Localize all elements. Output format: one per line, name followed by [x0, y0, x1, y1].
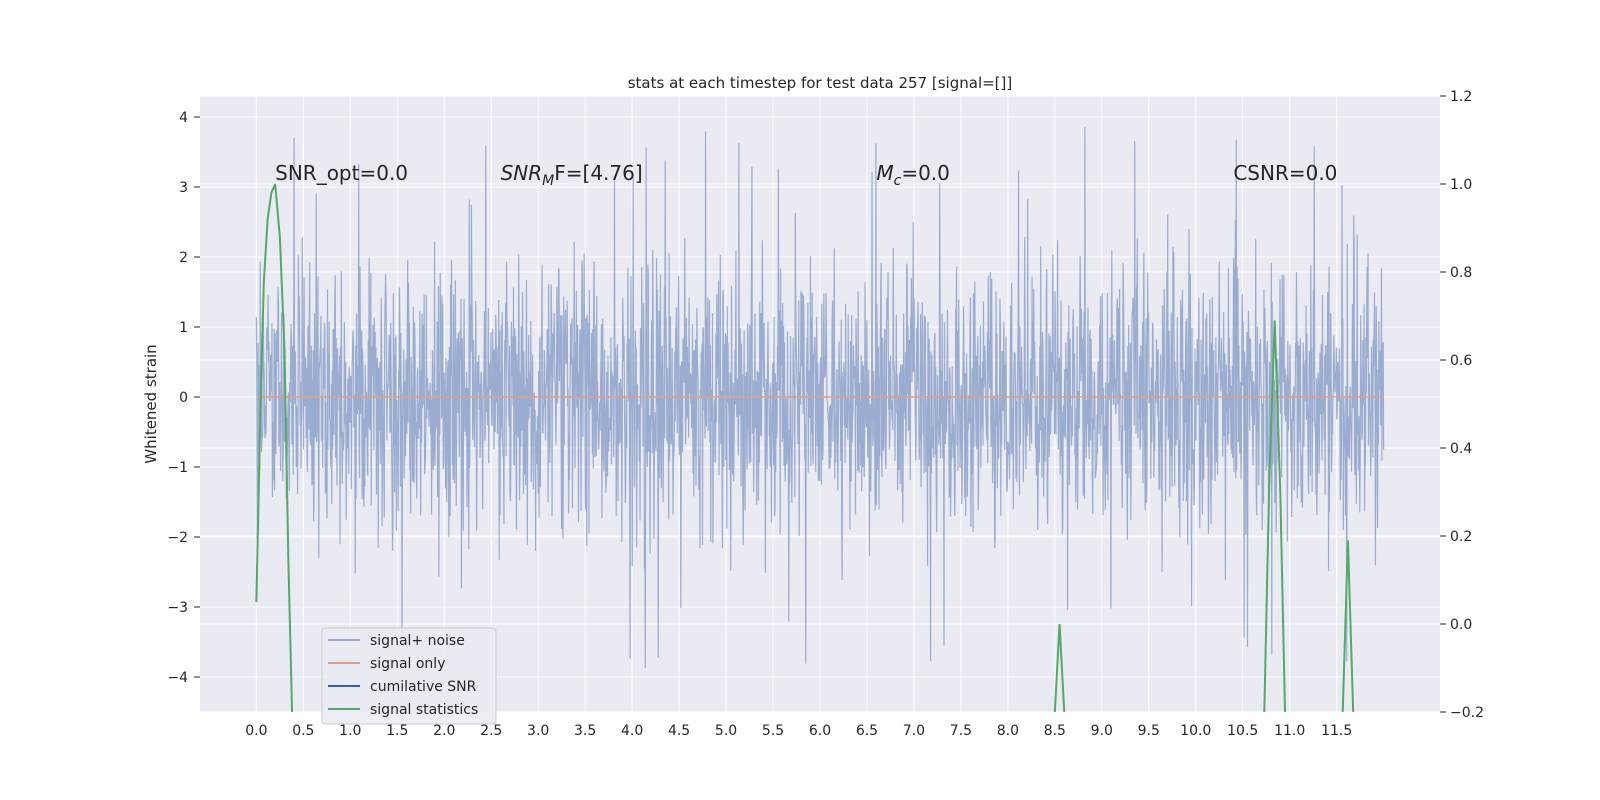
x-tick-label-0: 0.0: [245, 723, 267, 739]
x-tick-label-8: 4.0: [621, 723, 643, 739]
y2-tick-label-5: 0.2: [1450, 529, 1472, 545]
legend-box: [321, 627, 497, 725]
x-tick-label-14: 7.0: [903, 723, 925, 739]
series-signal-statistics: [255, 183, 1355, 712]
x-tick-label-6: 3.0: [527, 723, 549, 739]
y-tick-label-6: −2: [167, 530, 188, 546]
y-tick-label-1: 3: [179, 180, 188, 196]
legend-label-cumilative-snr: cumilative SNR: [370, 679, 477, 695]
x-tick-label-17: 8.5: [1044, 723, 1066, 739]
x-tick-label-12: 6.0: [809, 723, 831, 739]
y-axis-right: 1.2 1.0 0.8 0.6 0.4 0.2 0.0 −0.2: [1440, 89, 1484, 721]
x-tick-label-21: 10.5: [1227, 723, 1258, 739]
annotation-mc-rest: =0.0: [901, 161, 950, 185]
x-tick-label-15: 7.5: [950, 723, 972, 739]
signal-statistics-line: [255, 183, 1355, 712]
x-tick-label-10: 5.0: [715, 723, 737, 739]
y2-tick-label-0: 1.2: [1450, 89, 1472, 105]
y2-tick-label-3: 0.6: [1450, 353, 1472, 369]
x-tick-label-1: 0.5: [292, 723, 314, 739]
legend: signal+ noise signal only cumilative SNR…: [321, 627, 497, 725]
annotation-mc: Mc=0.0: [876, 161, 950, 189]
x-tick-label-23: 11.5: [1321, 723, 1352, 739]
series-signal-noise: [255, 126, 1385, 668]
annotation-snr-mf-main: SNR: [501, 161, 543, 185]
x-tick-label-20: 10.0: [1180, 723, 1211, 739]
annotation-snr-mf: SNRMF=[4.76]: [501, 161, 643, 189]
y2-tick-label-7: −0.2: [1450, 705, 1484, 721]
x-tick-label-3: 1.5: [386, 723, 408, 739]
annotation-mc-main: M: [876, 161, 893, 185]
y2-tick-label-1: 1.0: [1450, 177, 1472, 193]
x-tick-label-2: 1.0: [339, 723, 361, 739]
annotation-mc-sub: c: [894, 173, 902, 189]
y-tick-label-5: −1: [167, 460, 188, 476]
x-tick-label-16: 8.0: [997, 723, 1019, 739]
y-tick-label-2: 2: [179, 250, 188, 266]
x-axis: 0.0 0.5 1.0 1.5 2.0 2.5 3.0 3.5 4.0 4.5 5.0 5.5 6.0 6…: [245, 723, 1352, 739]
x-tick-label-5: 2.5: [480, 723, 502, 739]
x-tick-label-19: 9.5: [1138, 723, 1160, 739]
y2-tick-label-6: 0.0: [1450, 617, 1472, 633]
annotation-snr-opt: SNR_opt=0.0: [275, 161, 408, 185]
legend-label-signal-noise: signal+ noise: [370, 633, 465, 649]
y2-tick-label-2: 0.8: [1450, 265, 1472, 281]
x-tick-label-22: 11.0: [1274, 723, 1305, 739]
annotations: SNR_opt=0.0 SNRMF=[4.76] Mc=0.0 CSNR=0.0: [275, 161, 1337, 189]
x-tick-label-11: 5.5: [762, 723, 784, 739]
x-tick-label-7: 3.5: [574, 723, 596, 739]
y-tick-label-4: 0: [179, 390, 188, 406]
annotation-csnr: CSNR=0.0: [1233, 161, 1337, 185]
chart-title: stats at each timestep for test data 257…: [628, 74, 1013, 92]
signal-noise-line: [255, 126, 1385, 668]
y-tick-label-7: −3: [167, 600, 188, 616]
annotation-snr-mf-sub: M: [542, 173, 554, 189]
x-tick-label-18: 9.0: [1091, 723, 1113, 739]
legend-label-signal-only: signal only: [370, 656, 445, 672]
legend-label-signal-statistics: signal statistics: [370, 702, 478, 718]
y-tick-label-0: 4: [179, 110, 188, 126]
y2-tick-label-4: 0.4: [1450, 441, 1472, 457]
x-tick-label-4: 2.0: [433, 723, 455, 739]
y-axis-label: Whitened strain: [142, 344, 160, 463]
y-tick-label-8: −4: [167, 670, 188, 686]
x-tick-label-13: 6.5: [856, 723, 878, 739]
y-axis-left: 4 3 2 1 0 −1 −2 −3 −4: [167, 110, 200, 686]
annotation-snr-mf-rest: F=[4.76]: [554, 161, 642, 185]
y-tick-label-3: 1: [179, 320, 188, 336]
x-tick-label-9: 4.5: [668, 723, 690, 739]
